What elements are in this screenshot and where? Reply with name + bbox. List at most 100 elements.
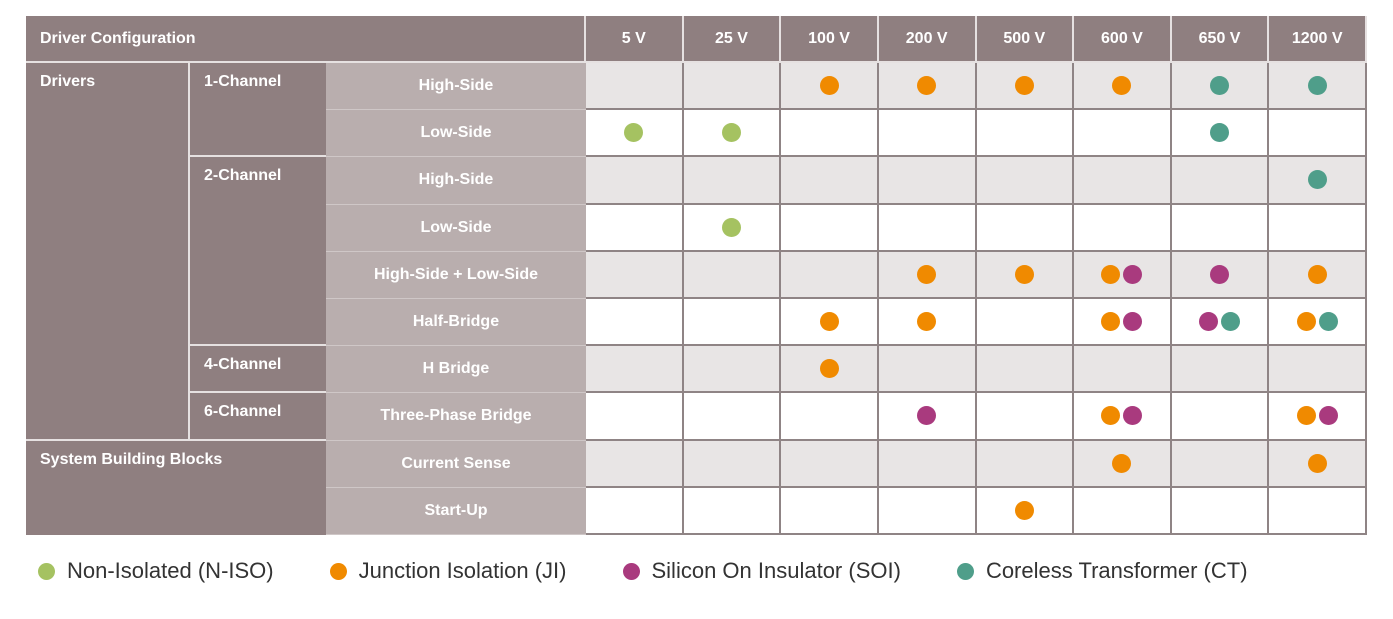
table-cell <box>1171 157 1270 205</box>
marker-S <box>917 406 937 426</box>
table-cell <box>1269 110 1367 158</box>
subgroup-label: 6-Channel <box>188 393 326 441</box>
table-cell <box>976 487 1075 535</box>
table-cell <box>1171 393 1270 441</box>
table-cell <box>586 251 684 299</box>
table-cell <box>1269 204 1367 252</box>
table-cell <box>1171 299 1270 347</box>
table-cell <box>878 157 977 205</box>
legend-marker <box>622 562 640 580</box>
table-cell <box>1171 251 1270 299</box>
marker-J <box>1296 312 1316 332</box>
table-cell <box>1074 110 1172 158</box>
row-label: Half-Bridge <box>326 299 586 347</box>
marker-J <box>1014 264 1034 284</box>
marker-J <box>1101 312 1121 332</box>
legend-item: Coreless Transformer (CT) <box>956 558 1248 584</box>
table-cell <box>1269 440 1367 488</box>
table-cell <box>1171 346 1270 394</box>
marker-S <box>1123 264 1143 284</box>
marker-C <box>1210 76 1230 96</box>
table-cell <box>976 110 1075 158</box>
table-cell <box>1171 487 1270 535</box>
group-label-drivers: Drivers <box>26 63 188 441</box>
marker-J <box>1101 264 1121 284</box>
column-header: 5 V <box>586 16 684 63</box>
column-header: 600 V <box>1074 16 1172 63</box>
table-cell <box>586 487 684 535</box>
legend-marker <box>956 562 974 580</box>
marker-S <box>1210 264 1230 284</box>
table-cell <box>1074 204 1172 252</box>
table-cell <box>1074 487 1172 535</box>
table-cell <box>976 251 1075 299</box>
marker-J <box>1014 500 1034 520</box>
table-cell <box>878 204 977 252</box>
table-cell <box>1171 204 1270 252</box>
column-header: 650 V <box>1171 16 1270 63</box>
marker-J <box>1307 453 1327 473</box>
table-cell <box>683 299 782 347</box>
table-cell <box>586 204 684 252</box>
marker-S <box>1318 406 1338 426</box>
legend: Non-Isolated (N-ISO) Junction Isolation (… <box>38 558 1304 584</box>
table-cell <box>1171 440 1270 488</box>
table-cell <box>1074 251 1172 299</box>
marker-C <box>1210 123 1230 143</box>
table-cell <box>781 346 879 394</box>
column-header: 25 V <box>683 16 782 63</box>
subgroup-label: 2-Channel <box>188 157 326 347</box>
table-cell <box>781 157 879 205</box>
table-cell <box>683 251 782 299</box>
table-cell <box>1074 440 1172 488</box>
group-label-system-building-blocks: System Building Blocks <box>26 440 326 535</box>
table-cell <box>1074 157 1172 205</box>
legend-item: Silicon On Insulator (SOI) <box>622 558 901 584</box>
column-header: 100 V <box>781 16 879 63</box>
table-cell <box>976 157 1075 205</box>
table-cell <box>586 440 684 488</box>
row-label: Start-Up <box>326 487 586 535</box>
table-cell <box>781 63 879 111</box>
table-cell <box>586 299 684 347</box>
table-cell <box>683 110 782 158</box>
row-label: High-Side + Low-Side <box>326 251 586 299</box>
table-cell <box>878 110 977 158</box>
marker-J <box>819 312 839 332</box>
table-cell <box>1269 157 1367 205</box>
marker-G <box>721 217 741 237</box>
marker-S <box>1199 312 1219 332</box>
driver-configuration-table: Driver Configuration 5 V 25 V 100 V 200 V 500… <box>26 16 1367 535</box>
table-cell <box>1269 299 1367 347</box>
table-cell <box>1269 346 1367 394</box>
marker-C <box>1307 170 1327 190</box>
marker-G <box>721 123 741 143</box>
table-cell <box>683 204 782 252</box>
table-cell <box>878 487 977 535</box>
table-cell <box>781 204 879 252</box>
table-title: Driver Configuration <box>26 16 586 63</box>
table-cell <box>878 63 977 111</box>
marker-J <box>1101 406 1121 426</box>
marker-J <box>1014 76 1034 96</box>
table-cell <box>683 393 782 441</box>
table-cell <box>1171 110 1270 158</box>
table-cell <box>781 251 879 299</box>
row-label: H Bridge <box>326 346 586 394</box>
marker-C <box>1307 76 1327 96</box>
table-cell <box>781 110 879 158</box>
table-cell <box>1269 487 1367 535</box>
table-cell <box>781 487 879 535</box>
table-cell <box>976 393 1075 441</box>
table-cell <box>878 299 977 347</box>
table-cell <box>683 346 782 394</box>
legend-label: Non-Isolated (N-ISO) <box>67 558 274 583</box>
marker-J <box>1296 406 1316 426</box>
table-cell <box>586 63 684 111</box>
row-label: Current Sense <box>326 440 586 488</box>
marker-J <box>917 264 937 284</box>
marker-G <box>624 123 644 143</box>
row-label: High-Side <box>326 157 586 205</box>
table-cell <box>1269 251 1367 299</box>
table-cell <box>586 346 684 394</box>
